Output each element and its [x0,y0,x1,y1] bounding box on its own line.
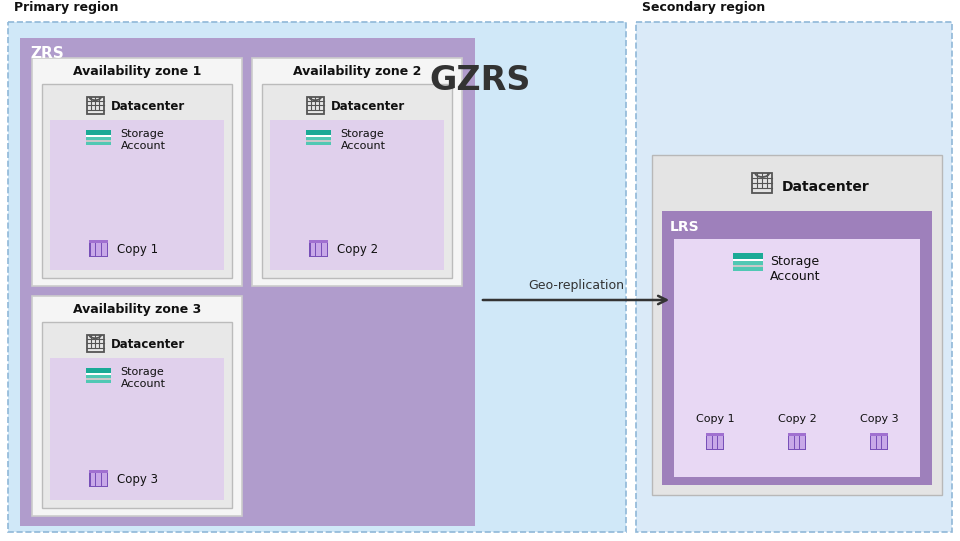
Bar [882,437,887,449]
Bar [801,437,805,449]
Bar [42,322,232,508]
Bar [871,437,876,449]
Bar [789,437,794,449]
Bar [322,243,326,256]
Text: Datacenter: Datacenter [111,100,185,113]
Bar [90,473,95,486]
Bar [316,243,322,256]
Bar [870,433,888,450]
Text: Storage
Account: Storage Account [121,367,166,389]
Text: Storage
Account: Storage Account [341,129,386,151]
Text: Availability zone 2: Availability zone 2 [293,65,421,78]
Bar [870,433,888,436]
Text: Copy 1: Copy 1 [696,414,734,424]
Bar [86,97,104,114]
Bar [42,84,232,278]
Text: Copy 3: Copy 3 [117,473,157,486]
Bar [86,380,111,384]
Bar [876,437,881,449]
Bar [86,335,104,352]
Text: Availability zone 1: Availability zone 1 [73,65,202,78]
Bar [309,240,328,242]
Bar [86,130,111,135]
Text: Storage
Account: Storage Account [121,129,166,151]
Text: Primary region: Primary region [14,1,118,14]
Bar [102,473,107,486]
Bar [311,243,316,256]
Text: Copy 3: Copy 3 [860,414,899,424]
Bar [20,38,475,526]
Bar [732,265,763,267]
Bar [795,437,800,449]
Text: Copy 2: Copy 2 [337,243,378,256]
Bar [32,58,242,286]
Text: Copy 2: Copy 2 [778,414,816,424]
Text: Storage
Account: Storage Account [770,254,820,283]
Bar [732,259,763,261]
Text: GZRS: GZRS [429,63,531,96]
Bar [787,433,806,450]
Bar [707,437,711,449]
Text: ZRS: ZRS [30,47,63,62]
Text: Datacenter: Datacenter [782,180,870,194]
Bar [262,84,452,278]
Bar [306,135,331,137]
Bar [732,267,763,271]
Bar [636,22,952,532]
Text: Secondary region: Secondary region [642,1,765,14]
Bar [89,470,108,472]
Bar [96,243,101,256]
Bar [86,140,111,142]
Bar [306,142,331,146]
Text: Copy 1: Copy 1 [117,243,157,256]
Bar [732,261,763,265]
Bar [309,240,328,257]
Bar [50,358,224,500]
Bar [86,378,111,380]
Bar [89,240,108,242]
Bar [306,140,331,142]
Bar [674,239,920,477]
Bar [86,135,111,137]
Bar [86,137,111,140]
Bar [662,211,932,485]
Bar [90,243,95,256]
Text: Geo-replication: Geo-replication [528,279,624,292]
Bar [8,22,626,532]
Text: Datacenter: Datacenter [331,100,405,113]
Text: Datacenter: Datacenter [111,338,185,351]
Bar [787,433,806,436]
Bar [32,296,242,516]
Bar [718,437,723,449]
Bar [753,173,772,193]
Bar [102,243,107,256]
Bar [306,130,331,135]
Bar [50,120,224,270]
Bar [306,137,331,140]
Bar [86,375,111,378]
Text: LRS: LRS [670,220,700,234]
Bar [89,470,108,487]
Bar [86,373,111,375]
Text: Availability zone 3: Availability zone 3 [73,304,202,316]
Bar [706,433,725,450]
Bar [89,240,108,257]
Bar [732,253,763,259]
Bar [652,155,942,495]
Bar [306,97,324,114]
Bar [252,58,462,286]
Bar [706,433,725,436]
Bar [86,142,111,146]
Bar [712,437,717,449]
Bar [86,368,111,373]
Bar [96,473,101,486]
Bar [270,120,444,270]
